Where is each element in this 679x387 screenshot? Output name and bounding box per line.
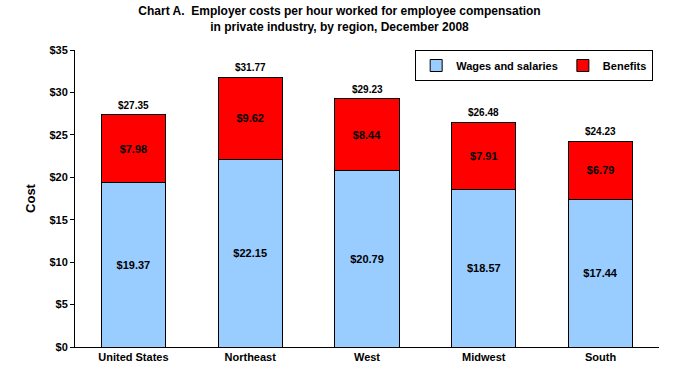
svg-text:Cost: Cost xyxy=(23,183,38,213)
svg-text:$8.44: $8.44 xyxy=(353,129,381,141)
svg-text:United States: United States xyxy=(98,351,168,363)
svg-text:$20: $20 xyxy=(49,171,67,183)
svg-text:Benefits: Benefits xyxy=(603,60,646,72)
svg-text:Northeast: Northeast xyxy=(225,351,277,363)
svg-text:$5: $5 xyxy=(56,298,68,310)
svg-text:$18.57: $18.57 xyxy=(467,262,501,274)
svg-text:$27.35: $27.35 xyxy=(118,100,149,111)
svg-text:$7.98: $7.98 xyxy=(120,143,148,155)
svg-text:South: South xyxy=(585,351,616,363)
svg-text:$15: $15 xyxy=(49,214,67,226)
svg-text:$24.23: $24.23 xyxy=(585,126,616,137)
svg-text:Midwest: Midwest xyxy=(462,351,506,363)
svg-text:$22.15: $22.15 xyxy=(233,247,267,259)
svg-text:Chart A. Employer costs per h: Chart A. Employer costs per hour worked … xyxy=(138,4,540,34)
svg-text:$10: $10 xyxy=(49,256,67,268)
svg-text:$30: $30 xyxy=(49,86,67,98)
svg-text:West: West xyxy=(354,351,380,363)
svg-text:Wages and salaries: Wages and salaries xyxy=(456,60,558,72)
svg-text:$6.79: $6.79 xyxy=(587,164,615,176)
svg-text:$7.91: $7.91 xyxy=(470,150,498,162)
svg-text:$25: $25 xyxy=(49,129,67,141)
svg-text:$26.48: $26.48 xyxy=(468,107,499,118)
svg-text:$17.44: $17.44 xyxy=(583,267,618,279)
svg-text:$0: $0 xyxy=(56,341,68,353)
svg-text:$19.37: $19.37 xyxy=(117,259,151,271)
svg-text:$9.62: $9.62 xyxy=(236,112,264,124)
svg-text:$31.77: $31.77 xyxy=(235,62,266,73)
svg-text:$35: $35 xyxy=(49,44,67,56)
svg-text:$20.79: $20.79 xyxy=(350,253,384,265)
svg-text:$29.23: $29.23 xyxy=(352,84,383,95)
